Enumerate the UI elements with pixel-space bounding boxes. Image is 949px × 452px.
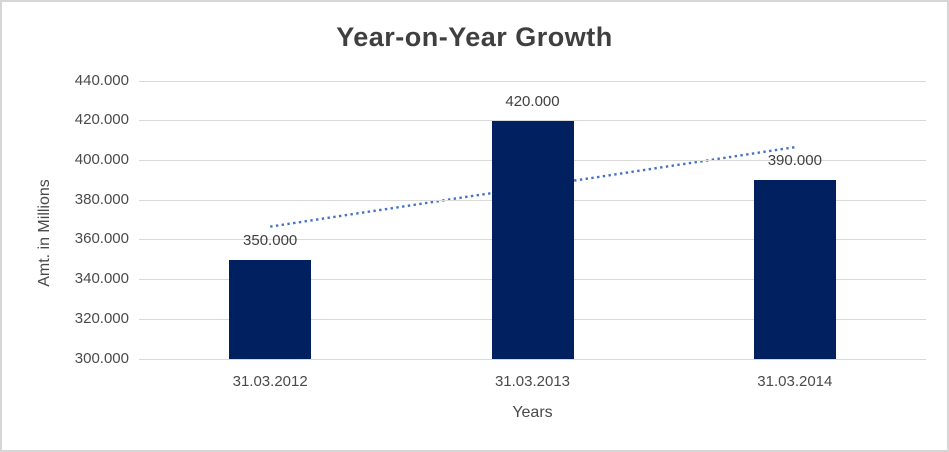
y-tick-label: 360.000 bbox=[74, 230, 129, 248]
bar-data-label: 350.000 bbox=[243, 231, 298, 249]
bar bbox=[491, 120, 574, 359]
x-tick-label: 31.03.2014 bbox=[757, 373, 833, 390]
bar-data-label: 420.000 bbox=[505, 92, 560, 110]
chart-title: Year-on-Year Growth bbox=[336, 22, 613, 52]
x-axis-title: Years bbox=[512, 404, 553, 421]
bar bbox=[753, 180, 836, 359]
x-tick-label: 31.03.2012 bbox=[232, 373, 308, 390]
y-tick-label: 420.000 bbox=[74, 111, 129, 129]
gridline bbox=[139, 80, 926, 82]
y-tick-label: 340.000 bbox=[74, 270, 129, 288]
y-tick-label: 380.000 bbox=[74, 190, 129, 208]
y-tick-label: 320.000 bbox=[74, 309, 129, 327]
y-tick-label: 400.000 bbox=[74, 150, 129, 168]
bar bbox=[229, 259, 312, 359]
y-tick-label: 440.000 bbox=[74, 71, 129, 89]
bar-data-label: 390.000 bbox=[767, 152, 822, 170]
x-tick-label: 31.03.2013 bbox=[494, 373, 571, 390]
gridline bbox=[139, 358, 926, 360]
y-tick-label: 300.000 bbox=[74, 349, 129, 367]
